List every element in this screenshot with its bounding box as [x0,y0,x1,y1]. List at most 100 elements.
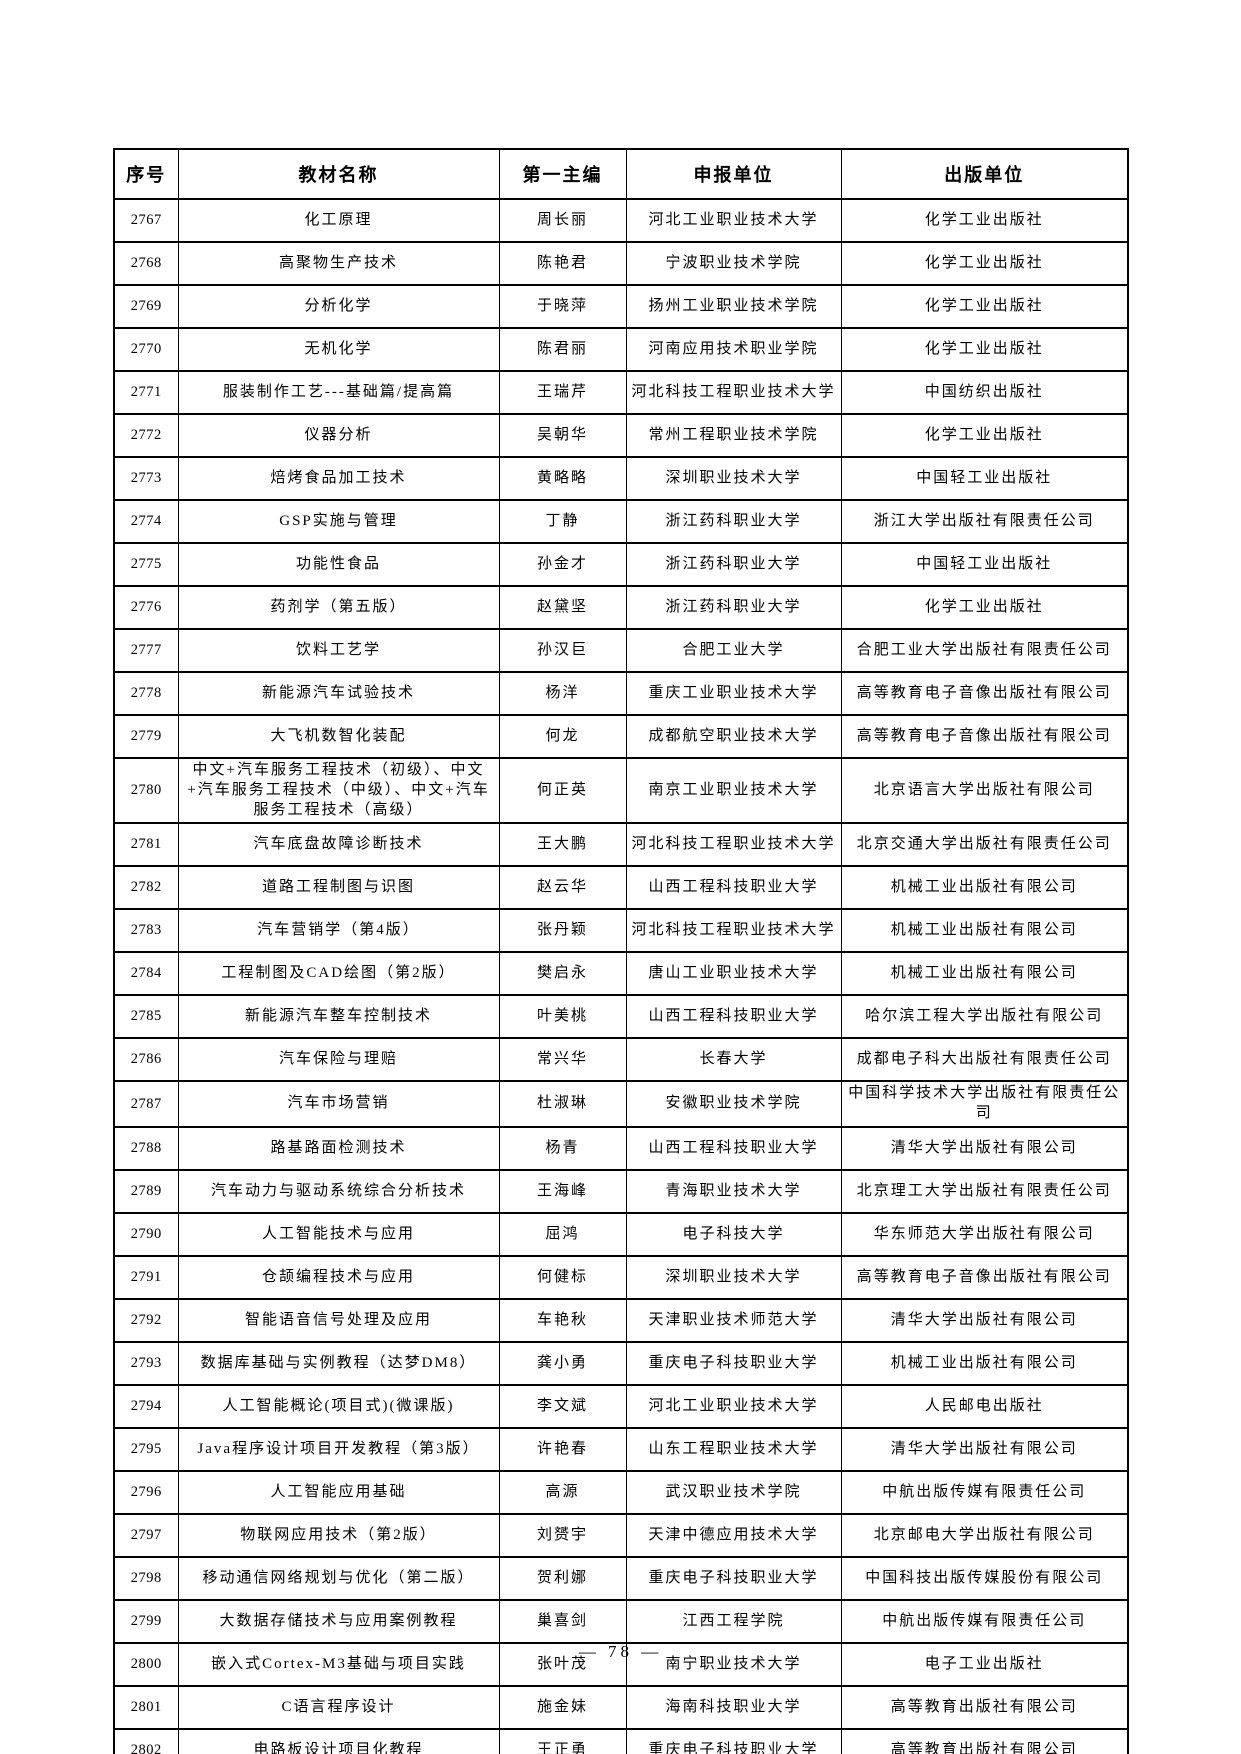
editor-cell: 杨洋 [498,671,627,716]
table-row: 2802 电路板设计项目化教程 王正勇 重庆电子科技职业大学 高等教育出版社有限… [113,1727,1129,1754]
editor-cell: 孙汉巨 [498,628,627,673]
publisher-cell: 化学工业出版社 [840,241,1129,286]
table-row: 2774 GSP实施与管理 丁静 浙江药科职业大学 浙江大学出版社有限责任公司 [113,499,1129,544]
serial-cell: 2799 [113,1598,179,1644]
table-row: 2787 汽车市场营销 杜淑琳 安徽职业技术学院 中国科学技术大学出版社有限责任… [113,1080,1129,1128]
table-row: 2767 化工原理 周长丽 河北工业职业技术大学 化学工业出版社 [113,198,1129,243]
publisher-cell: 华东师范大学出版社有限公司 [840,1211,1129,1257]
publisher-cell: 中航出版传媒有限责任公司 [840,1598,1129,1644]
publisher-cell: 电子工业出版社 [840,1641,1129,1687]
editor-cell: 王海峰 [498,1168,627,1214]
table-row: 2782 道路工程制图与识图 赵云华 山西工程科技职业大学 机械工业出版社有限公… [113,865,1129,911]
serial-cell: 2775 [113,542,179,587]
publisher-cell: 北京理工大学出版社有限责任公司 [840,1168,1129,1214]
editor-cell: 常兴华 [498,1037,627,1083]
title-cell: 嵌入式Cortex-M3基础与项目实践 [177,1641,500,1687]
serial-cell: 2788 [113,1125,179,1171]
table-row: 2783 汽车营销学（第4版） 张丹颖 河北科技工程职业技术大学 机械工业出版社… [113,908,1129,954]
editor-cell: 周长丽 [498,198,627,243]
publisher-cell: 清华大学出版社有限公司 [840,1125,1129,1171]
unit-cell: 浙江药科职业大学 [625,499,842,544]
editor-cell: 贺利娜 [498,1555,627,1601]
title-cell: 道路工程制图与识图 [177,865,500,911]
unit-cell: 河北科技工程职业技术大学 [625,370,842,415]
serial-cell: 2779 [113,714,179,759]
table-row: 2777 饮料工艺学 孙汉巨 合肥工业大学 合肥工业大学出版社有限责任公司 [113,628,1129,673]
unit-cell: 长春大学 [625,1037,842,1083]
column-header-editor: 第一主编 [498,148,627,200]
publisher-cell: 中国轻工业出版社 [840,456,1129,501]
table-row: 2797 物联网应用技术（第2版） 刘赟宇 天津中德应用技术大学 北京邮电大学出… [113,1512,1129,1558]
editor-cell: 何健标 [498,1254,627,1300]
publisher-cell: 机械工业出版社有限公司 [840,951,1129,997]
serial-cell: 2784 [113,951,179,997]
unit-cell: 重庆工业职业技术大学 [625,671,842,716]
title-cell: 智能语音信号处理及应用 [177,1297,500,1343]
serial-cell: 2798 [113,1555,179,1601]
editor-cell: 巢喜剑 [498,1598,627,1644]
title-cell: GSP实施与管理 [177,499,500,544]
unit-cell: 深圳职业技术大学 [625,456,842,501]
editor-cell: 屈鸿 [498,1211,627,1257]
title-cell: 分析化学 [177,284,500,329]
column-header-serial: 序号 [113,148,179,200]
publisher-cell: 合肥工业大学出版社有限责任公司 [840,628,1129,673]
unit-cell: 青海职业技术大学 [625,1168,842,1214]
title-cell: 汽车市场营销 [177,1080,500,1128]
serial-cell: 2780 [113,756,179,825]
unit-cell: 电子科技大学 [625,1211,842,1257]
serial-cell: 2795 [113,1426,179,1472]
serial-cell: 2772 [113,413,179,458]
unit-cell: 山西工程科技职业大学 [625,994,842,1040]
unit-cell: 南宁职业技术大学 [625,1641,842,1687]
table-row: 2791 仓颉编程技术与应用 何健标 深圳职业技术大学 高等教育电子音像出版社有… [113,1254,1129,1300]
title-cell: 药剂学（第五版） [177,585,500,630]
serial-cell: 2793 [113,1340,179,1386]
title-cell: 移动通信网络规划与优化（第二版） [177,1555,500,1601]
table-row: 2800 嵌入式Cortex-M3基础与项目实践 张叶茂 南宁职业技术大学 电子… [113,1641,1129,1687]
title-cell: 中文+汽车服务工程技术（初级）、中文+汽车服务工程技术（中级）、中文+汽车服务工… [177,756,500,825]
unit-cell: 成都航空职业技术大学 [625,714,842,759]
serial-cell: 2789 [113,1168,179,1214]
table-row: 2779 大飞机数智化装配 何龙 成都航空职业技术大学 高等教育电子音像出版社有… [113,714,1129,759]
publisher-cell: 中航出版传媒有限责任公司 [840,1469,1129,1515]
title-cell: 工程制图及CAD绘图（第2版） [177,951,500,997]
title-cell: 物联网应用技术（第2版） [177,1512,500,1558]
table-row: 2772 仪器分析 吴朝华 常州工程职业技术学院 化学工业出版社 [113,413,1129,458]
serial-cell: 2796 [113,1469,179,1515]
table-row: 2773 焙烤食品加工技术 黄略略 深圳职业技术大学 中国轻工业出版社 [113,456,1129,501]
table-row: 2781 汽车底盘故障诊断技术 王大鹏 河北科技工程职业技术大学 北京交通大学出… [113,822,1129,868]
unit-cell: 武汉职业技术学院 [625,1469,842,1515]
publisher-cell: 清华大学出版社有限公司 [840,1297,1129,1343]
title-cell: 大数据存储技术与应用案例教程 [177,1598,500,1644]
editor-cell: 许艳春 [498,1426,627,1472]
unit-cell: 浙江药科职业大学 [625,542,842,587]
publisher-cell: 中国科技出版传媒股份有限公司 [840,1555,1129,1601]
editor-cell: 赵云华 [498,865,627,911]
title-cell: 汽车营销学（第4版） [177,908,500,954]
publisher-cell: 北京交通大学出版社有限责任公司 [840,822,1129,868]
table-row: 2776 药剂学（第五版） 赵黛坚 浙江药科职业大学 化学工业出版社 [113,585,1129,630]
editor-cell: 丁静 [498,499,627,544]
unit-cell: 海南科技职业大学 [625,1684,842,1730]
publisher-cell: 机械工业出版社有限公司 [840,865,1129,911]
serial-cell: 2787 [113,1080,179,1128]
publisher-cell: 高等教育电子音像出版社有限公司 [840,714,1129,759]
title-cell: 新能源汽车整车控制技术 [177,994,500,1040]
editor-cell: 吴朝华 [498,413,627,458]
publisher-cell: 化学工业出版社 [840,198,1129,243]
title-cell: Java程序设计项目开发教程（第3版） [177,1426,500,1472]
editor-cell: 何正英 [498,756,627,825]
publisher-cell: 高等教育出版社有限公司 [840,1684,1129,1730]
publisher-cell: 清华大学出版社有限公司 [840,1426,1129,1472]
table-row: 2798 移动通信网络规划与优化（第二版） 贺利娜 重庆电子科技职业大学 中国科… [113,1555,1129,1601]
column-header-title: 教材名称 [177,148,500,200]
serial-cell: 2782 [113,865,179,911]
table-row: 2780 中文+汽车服务工程技术（初级）、中文+汽车服务工程技术（中级）、中文+… [113,756,1129,825]
editor-cell: 叶美桃 [498,994,627,1040]
publisher-cell: 北京邮电大学出版社有限公司 [840,1512,1129,1558]
serial-cell: 2768 [113,241,179,286]
title-cell: 功能性食品 [177,542,500,587]
page-number: — 78 — [578,1642,663,1661]
